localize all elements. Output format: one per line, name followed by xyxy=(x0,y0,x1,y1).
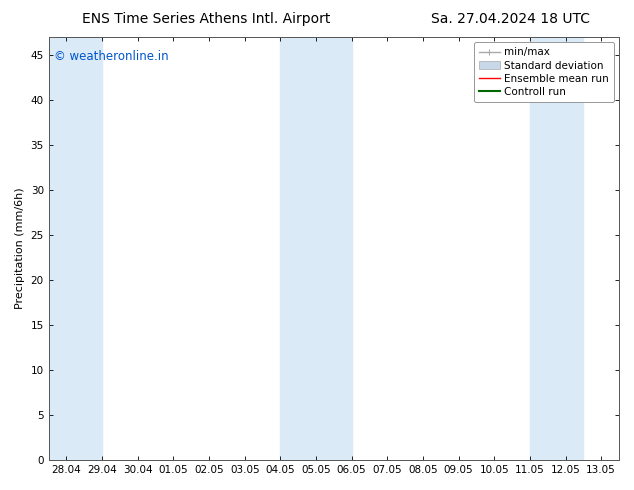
Bar xyxy=(530,37,583,460)
Legend: min/max, Standard deviation, Ensemble mean run, Controll run: min/max, Standard deviation, Ensemble me… xyxy=(474,42,614,102)
Y-axis label: Precipitation (mm/6h): Precipitation (mm/6h) xyxy=(15,188,25,309)
Bar xyxy=(280,37,352,460)
Bar xyxy=(49,37,102,460)
Text: © weatheronline.in: © weatheronline.in xyxy=(55,50,169,63)
Text: ENS Time Series Athens Intl. Airport: ENS Time Series Athens Intl. Airport xyxy=(82,12,331,26)
Text: Sa. 27.04.2024 18 UTC: Sa. 27.04.2024 18 UTC xyxy=(431,12,590,26)
